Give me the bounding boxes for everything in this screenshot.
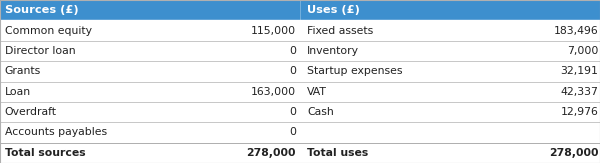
- Bar: [0, 61, 600, 82]
- Text: Inventory: Inventory: [307, 46, 359, 56]
- Bar: [0, 41, 600, 61]
- Text: 183,496: 183,496: [553, 26, 598, 36]
- Text: 278,000: 278,000: [247, 148, 296, 158]
- Text: Loan: Loan: [5, 87, 31, 97]
- Text: 42,337: 42,337: [560, 87, 598, 97]
- Text: Overdraft: Overdraft: [5, 107, 57, 117]
- Bar: [0, 0, 600, 20]
- Text: 115,000: 115,000: [251, 26, 296, 36]
- Text: 0: 0: [289, 107, 296, 117]
- Bar: [0, 82, 600, 102]
- Text: VAT: VAT: [307, 87, 327, 97]
- Text: 32,191: 32,191: [560, 66, 598, 76]
- Text: 12,976: 12,976: [560, 107, 598, 117]
- Bar: [0, 20, 600, 41]
- Text: 0: 0: [289, 127, 296, 137]
- Text: Accounts payables: Accounts payables: [5, 127, 107, 137]
- Text: Sources (£): Sources (£): [5, 5, 79, 15]
- Text: Uses (£): Uses (£): [307, 5, 360, 15]
- Bar: [0, 102, 600, 122]
- Text: Director loan: Director loan: [5, 46, 76, 56]
- Text: Grants: Grants: [5, 66, 41, 76]
- Text: Total uses: Total uses: [307, 148, 368, 158]
- Text: 0: 0: [289, 46, 296, 56]
- Text: Cash: Cash: [307, 107, 334, 117]
- Text: Fixed assets: Fixed assets: [307, 26, 373, 36]
- Text: 7,000: 7,000: [567, 46, 598, 56]
- Text: 278,000: 278,000: [549, 148, 598, 158]
- Text: Startup expenses: Startup expenses: [307, 66, 403, 76]
- Bar: [0, 122, 600, 143]
- Text: Common equity: Common equity: [5, 26, 92, 36]
- Text: 163,000: 163,000: [251, 87, 296, 97]
- Text: Total sources: Total sources: [5, 148, 85, 158]
- Bar: [0, 143, 600, 163]
- Text: 0: 0: [289, 66, 296, 76]
